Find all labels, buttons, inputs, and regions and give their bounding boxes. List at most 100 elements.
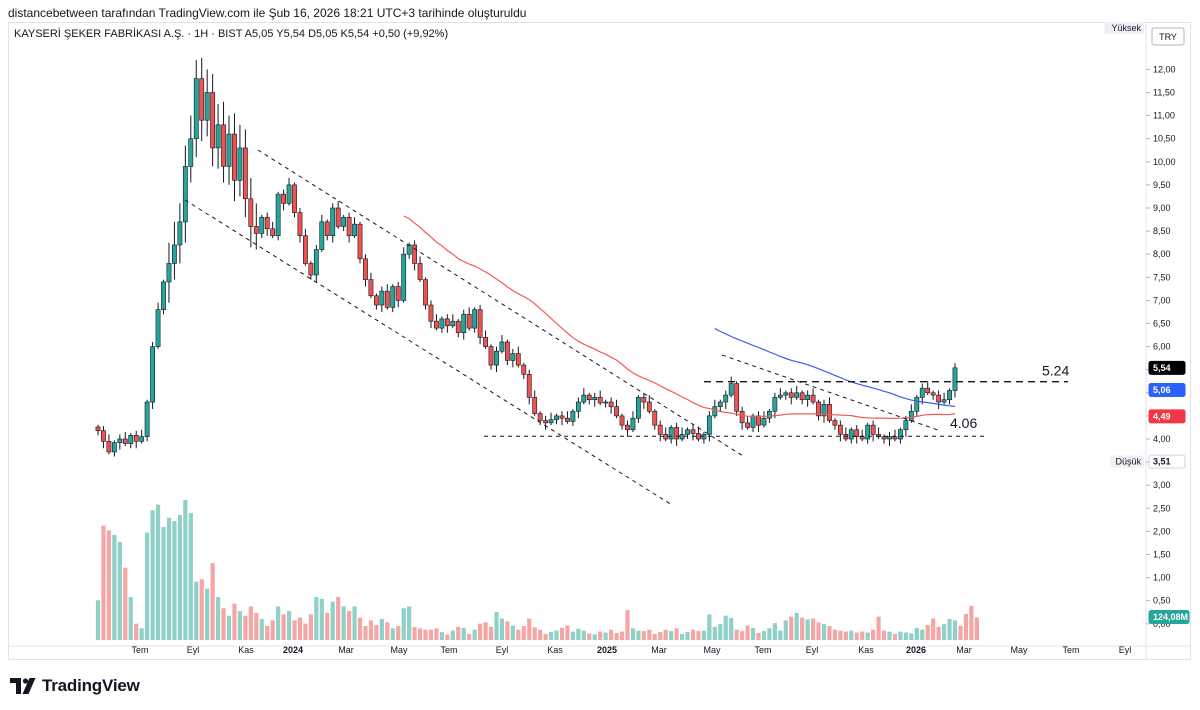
candle-body bbox=[341, 216, 347, 227]
y-tick-label: 8,50 bbox=[1153, 226, 1171, 236]
y-tick-label: 6,50 bbox=[1153, 319, 1171, 329]
volume-bar bbox=[941, 624, 947, 640]
candle-body bbox=[914, 397, 920, 412]
candle-body bbox=[887, 436, 892, 440]
volume-bar bbox=[598, 631, 603, 640]
candlestick-series bbox=[95, 57, 958, 457]
volume-bar bbox=[226, 615, 232, 640]
volume-bar bbox=[723, 615, 728, 640]
candle-body bbox=[122, 438, 128, 444]
candle-body bbox=[865, 424, 871, 440]
volume-bar bbox=[254, 612, 259, 640]
chart-frame bbox=[8, 22, 1191, 660]
candle-body bbox=[772, 397, 778, 412]
volume-bar bbox=[756, 633, 761, 640]
candle bbox=[139, 429, 145, 444]
x-tick-label: Tem bbox=[440, 645, 457, 655]
tradingview-logo[interactable]: TradingView bbox=[10, 676, 140, 696]
x-tick-label: Mar bbox=[651, 645, 667, 655]
volume-bar bbox=[199, 579, 204, 640]
candle-body bbox=[608, 401, 614, 407]
y-tick-label: 11,50 bbox=[1153, 88, 1175, 98]
candle bbox=[674, 422, 680, 446]
candle-body bbox=[417, 263, 423, 280]
candle bbox=[172, 221, 177, 280]
candle-body bbox=[837, 424, 843, 435]
candle bbox=[199, 57, 205, 142]
candle bbox=[248, 177, 254, 248]
candle-body bbox=[936, 394, 942, 403]
candle-body bbox=[368, 279, 374, 297]
candle bbox=[575, 397, 581, 419]
candle bbox=[783, 390, 789, 400]
x-tick-label: May bbox=[390, 645, 408, 655]
candle-body bbox=[827, 404, 832, 421]
candle-body bbox=[898, 429, 903, 440]
x-tick-label: Tem bbox=[754, 645, 771, 655]
candle-body bbox=[854, 429, 860, 437]
chart-caption: distancebetween tarafından TradingView.c… bbox=[8, 6, 527, 20]
candle bbox=[619, 413, 625, 430]
moving-average-red bbox=[403, 215, 956, 419]
candle bbox=[221, 101, 226, 183]
candle-body bbox=[777, 394, 783, 398]
candle-body bbox=[308, 263, 314, 276]
candle-body bbox=[903, 420, 909, 431]
volume-bar bbox=[319, 598, 324, 640]
volume-bar bbox=[658, 632, 663, 640]
candle bbox=[592, 392, 598, 407]
volume-bar bbox=[161, 527, 166, 640]
volume-bar bbox=[314, 597, 319, 640]
candle-body bbox=[199, 78, 205, 121]
resistance-label: 5.24 bbox=[1042, 363, 1069, 379]
candle bbox=[368, 272, 374, 299]
volume-bar bbox=[565, 625, 570, 640]
candle-body bbox=[494, 350, 499, 366]
candle bbox=[925, 381, 931, 396]
candle bbox=[483, 330, 488, 349]
volume-bar bbox=[374, 625, 379, 640]
candle-body bbox=[832, 420, 838, 426]
candle bbox=[712, 399, 718, 419]
volume-bar bbox=[510, 625, 515, 640]
candle-body bbox=[859, 436, 865, 440]
candle-body bbox=[652, 410, 658, 426]
volume-bar bbox=[532, 627, 537, 640]
candle bbox=[739, 406, 745, 430]
candle bbox=[794, 385, 800, 400]
candle bbox=[297, 208, 303, 243]
price-badge bbox=[1148, 360, 1186, 375]
candle-body bbox=[117, 438, 123, 443]
volume-bar bbox=[303, 623, 308, 640]
volume-bar bbox=[423, 629, 428, 640]
volume-bar bbox=[625, 610, 630, 640]
candle-body bbox=[111, 442, 117, 453]
candle-body bbox=[614, 406, 619, 417]
candle-body bbox=[745, 422, 750, 428]
volume-bar bbox=[265, 626, 270, 640]
candle bbox=[166, 242, 172, 303]
candle bbox=[270, 221, 276, 239]
candle bbox=[357, 221, 363, 264]
volume-bar bbox=[172, 521, 177, 640]
candle bbox=[690, 425, 696, 441]
volume-bar bbox=[488, 626, 494, 640]
candle-body bbox=[466, 313, 472, 329]
candle-body bbox=[384, 290, 390, 308]
candle-body bbox=[641, 397, 647, 403]
volume-bar bbox=[232, 603, 237, 640]
volume-bar bbox=[750, 627, 756, 640]
candle bbox=[706, 411, 712, 442]
candle-body bbox=[161, 281, 166, 310]
volume-bar bbox=[467, 633, 472, 640]
side-label-box bbox=[1110, 455, 1144, 468]
x-tick-label: Eyl bbox=[806, 645, 819, 655]
volume-bar bbox=[712, 626, 717, 640]
volume-bar bbox=[592, 634, 597, 640]
volume-bar bbox=[221, 608, 226, 640]
candle bbox=[313, 244, 319, 282]
tradingview-logo-text: TradingView bbox=[42, 676, 140, 695]
candle bbox=[188, 115, 194, 183]
volume-bar bbox=[729, 618, 734, 640]
